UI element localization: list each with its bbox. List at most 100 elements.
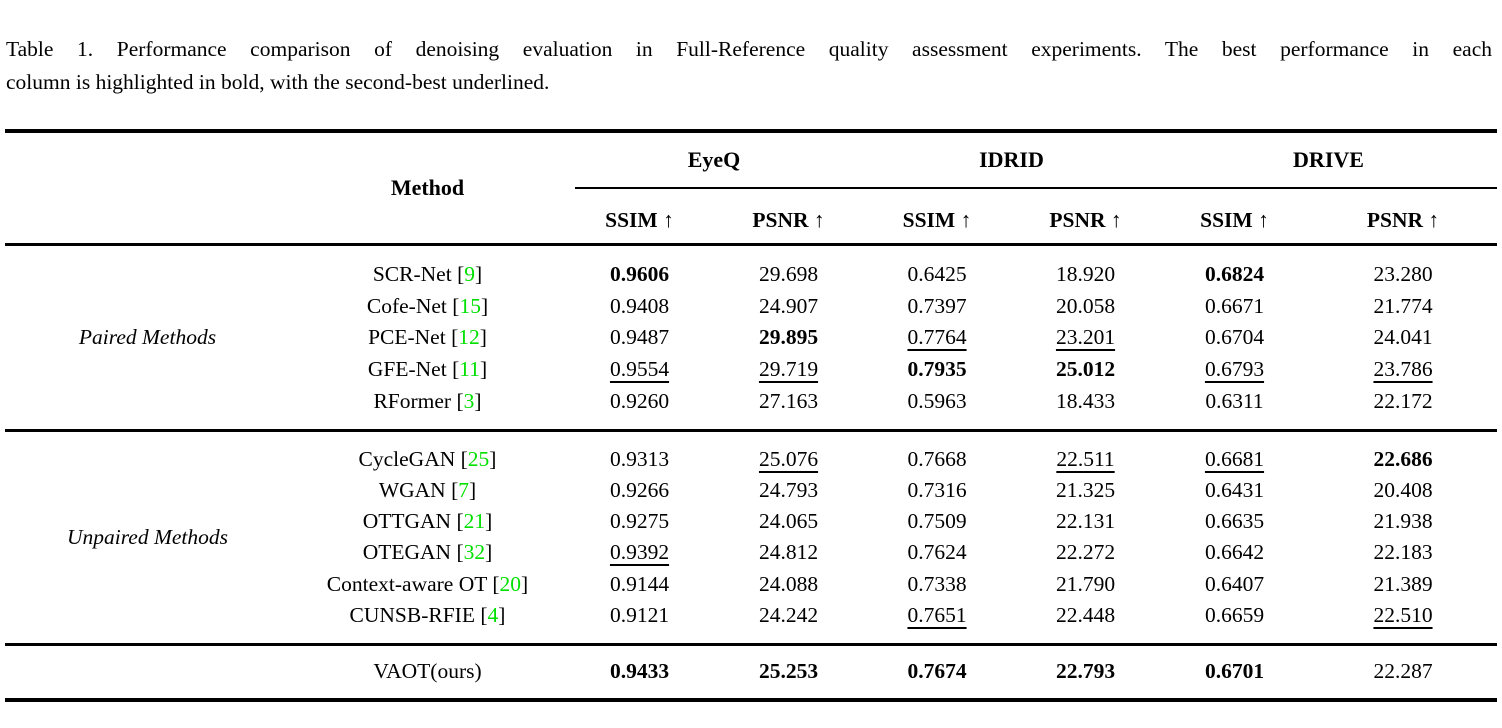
column-header-psnr-idrid: PSNR ↑ [1049, 207, 1122, 232]
metric-value: 0.7674 [907, 658, 967, 683]
section-paired-methods: Paired Methods SCR-Net [9] 0.9606 29.698 0.… [5, 246, 1497, 429]
citation-number[interactable]: 4 [487, 602, 499, 627]
metric-value: 0.6793 [1204, 357, 1265, 382]
metric-value: 0.6701 [1204, 658, 1265, 683]
metric-value: 0.7624 [907, 540, 967, 565]
metric-value: 22.172 [1373, 388, 1433, 413]
value-cell: 29.895 [714, 327, 863, 349]
metric-value: 18.433 [1055, 388, 1116, 413]
citation-bracket: [ [486, 571, 500, 596]
citation-bracket: ] [474, 262, 483, 287]
citation-bracket: ] [479, 325, 487, 350]
value-cell: 21.389 [1309, 573, 1497, 596]
value-cell: 25.253 [714, 660, 863, 683]
metric-value: 0.9433 [609, 658, 670, 683]
table-row: VAOT(ours) 0.9433 25.253 0.7674 22.793 0.6701… [5, 656, 1497, 688]
citation-number[interactable]: 9 [464, 262, 475, 287]
citation-bracket: [ [445, 325, 459, 350]
metric-value: 0.6704 [1204, 325, 1265, 350]
citation-bracket: [ [455, 446, 468, 471]
value-cell: 22.511 [1011, 446, 1160, 471]
value-cell: 24.065 [714, 510, 863, 533]
metric-value: 21.938 [1373, 509, 1433, 534]
value-cell: 23.201 [1011, 327, 1160, 349]
citation-bracket: [ [474, 602, 488, 627]
metric-value: 23.280 [1373, 262, 1433, 287]
value-cell: 0.9275 [565, 510, 714, 533]
value-cell: 29.719 [714, 357, 863, 382]
metric-value: 0.6642 [1204, 540, 1265, 565]
value-cell: 0.9260 [565, 388, 714, 413]
citation-bracket: ] [485, 509, 493, 534]
metric-value: 0.6659 [1204, 602, 1265, 627]
value-cell: 0.6311 [1160, 388, 1309, 413]
header-body-rule [5, 243, 1497, 246]
value-cell: 0.5963 [863, 390, 1011, 413]
metric-value: 0.9260 [609, 388, 670, 413]
value-cell: 24.793 [714, 479, 863, 502]
value-cell: 0.6681 [1160, 446, 1309, 471]
value-cell: 0.6793 [1160, 357, 1309, 382]
value-cell: 0.9313 [565, 448, 714, 471]
value-cell: 0.9121 [565, 604, 714, 627]
column-header-ssim-eyeq: SSIM ↑ [605, 207, 674, 232]
value-cell: 0.7624 [863, 542, 1011, 564]
table-row: CycleGAN [25] 0.9313 25.076 0.7668 22.511 0.6… [5, 444, 1497, 475]
metric-value: 22.510 [1373, 602, 1433, 627]
metric-value: 22.511 [1056, 446, 1115, 471]
citation-number[interactable]: 15 [459, 293, 481, 318]
value-cell: 0.6635 [1160, 510, 1309, 533]
metric-value: 24.088 [758, 571, 819, 596]
value-cell: 22.272 [1011, 542, 1160, 564]
method-cell: SCR-Net [9] [372, 262, 483, 287]
metric-value: 0.6681 [1204, 446, 1265, 471]
table-bottom-rule [5, 697, 1497, 703]
value-cell: 22.172 [1309, 388, 1497, 413]
value-cell: 23.280 [1309, 262, 1497, 287]
citation-number[interactable]: 7 [458, 477, 469, 502]
metric-value: 24.907 [758, 293, 819, 318]
value-cell: 0.7674 [863, 658, 1011, 683]
metric-value: 0.6671 [1204, 293, 1265, 318]
value-cell: 0.6431 [1160, 479, 1309, 502]
metric-value: 27.163 [758, 388, 819, 413]
value-cell: 0.7668 [863, 446, 1011, 471]
citation-bracket: [ [451, 540, 464, 565]
metric-value: 0.6311 [1205, 388, 1264, 413]
citation-number[interactable]: 21 [463, 509, 486, 534]
value-cell: 22.183 [1309, 542, 1497, 564]
metric-value: 0.7338 [907, 571, 967, 596]
metric-value: 21.790 [1055, 571, 1116, 596]
citation-number[interactable]: 32 [463, 540, 486, 565]
metric-value: 29.719 [758, 357, 819, 382]
table-row: PCE-Net [12] 0.9487 29.895 0.7764 23.201 0.67… [5, 322, 1497, 354]
table-caption: Table 1. Performance comparison of denoi… [6, 33, 1492, 99]
metric-value: 22.131 [1055, 509, 1116, 534]
value-cell: 0.7338 [863, 571, 1011, 596]
metric-value: 0.9408 [609, 293, 670, 318]
value-cell: 0.9408 [565, 293, 714, 318]
metric-value: 0.7668 [907, 446, 967, 471]
value-cell: 29.698 [714, 262, 863, 287]
table-row: RFormer [3] 0.9260 27.163 0.5963 18.433 0.631… [5, 386, 1497, 418]
metric-value: 0.6824 [1204, 262, 1265, 287]
citation-number[interactable]: 25 [467, 446, 490, 471]
citation-number[interactable]: 20 [499, 571, 522, 596]
method-cell: OTEGAN [32] [362, 540, 493, 565]
citation-bracket: [ [445, 477, 459, 502]
table-row: Cofe-Net [15] 0.9408 24.907 0.7397 20.058 0.6… [5, 291, 1497, 323]
metric-value: 29.698 [758, 262, 819, 287]
citation-number[interactable]: 3 [463, 388, 475, 413]
citation-number[interactable]: 11 [459, 357, 480, 382]
citation-bracket: ] [469, 477, 477, 502]
value-cell: 25.076 [714, 448, 863, 471]
value-cell: 22.510 [1309, 602, 1497, 627]
value-cell: 22.793 [1011, 660, 1160, 683]
citation-number[interactable]: 12 [458, 325, 480, 350]
value-cell: 0.9433 [565, 658, 714, 683]
value-cell: 0.7764 [863, 327, 1011, 349]
caption-line-1: Table 1. Performance comparison of denoi… [6, 37, 1492, 61]
results-table: Method EyeQ IDRID DRIVE SSIM ↑ PSNR ↑ SS… [5, 129, 1497, 703]
citation-bracket: ] [489, 446, 497, 471]
value-cell: 18.433 [1011, 388, 1160, 413]
